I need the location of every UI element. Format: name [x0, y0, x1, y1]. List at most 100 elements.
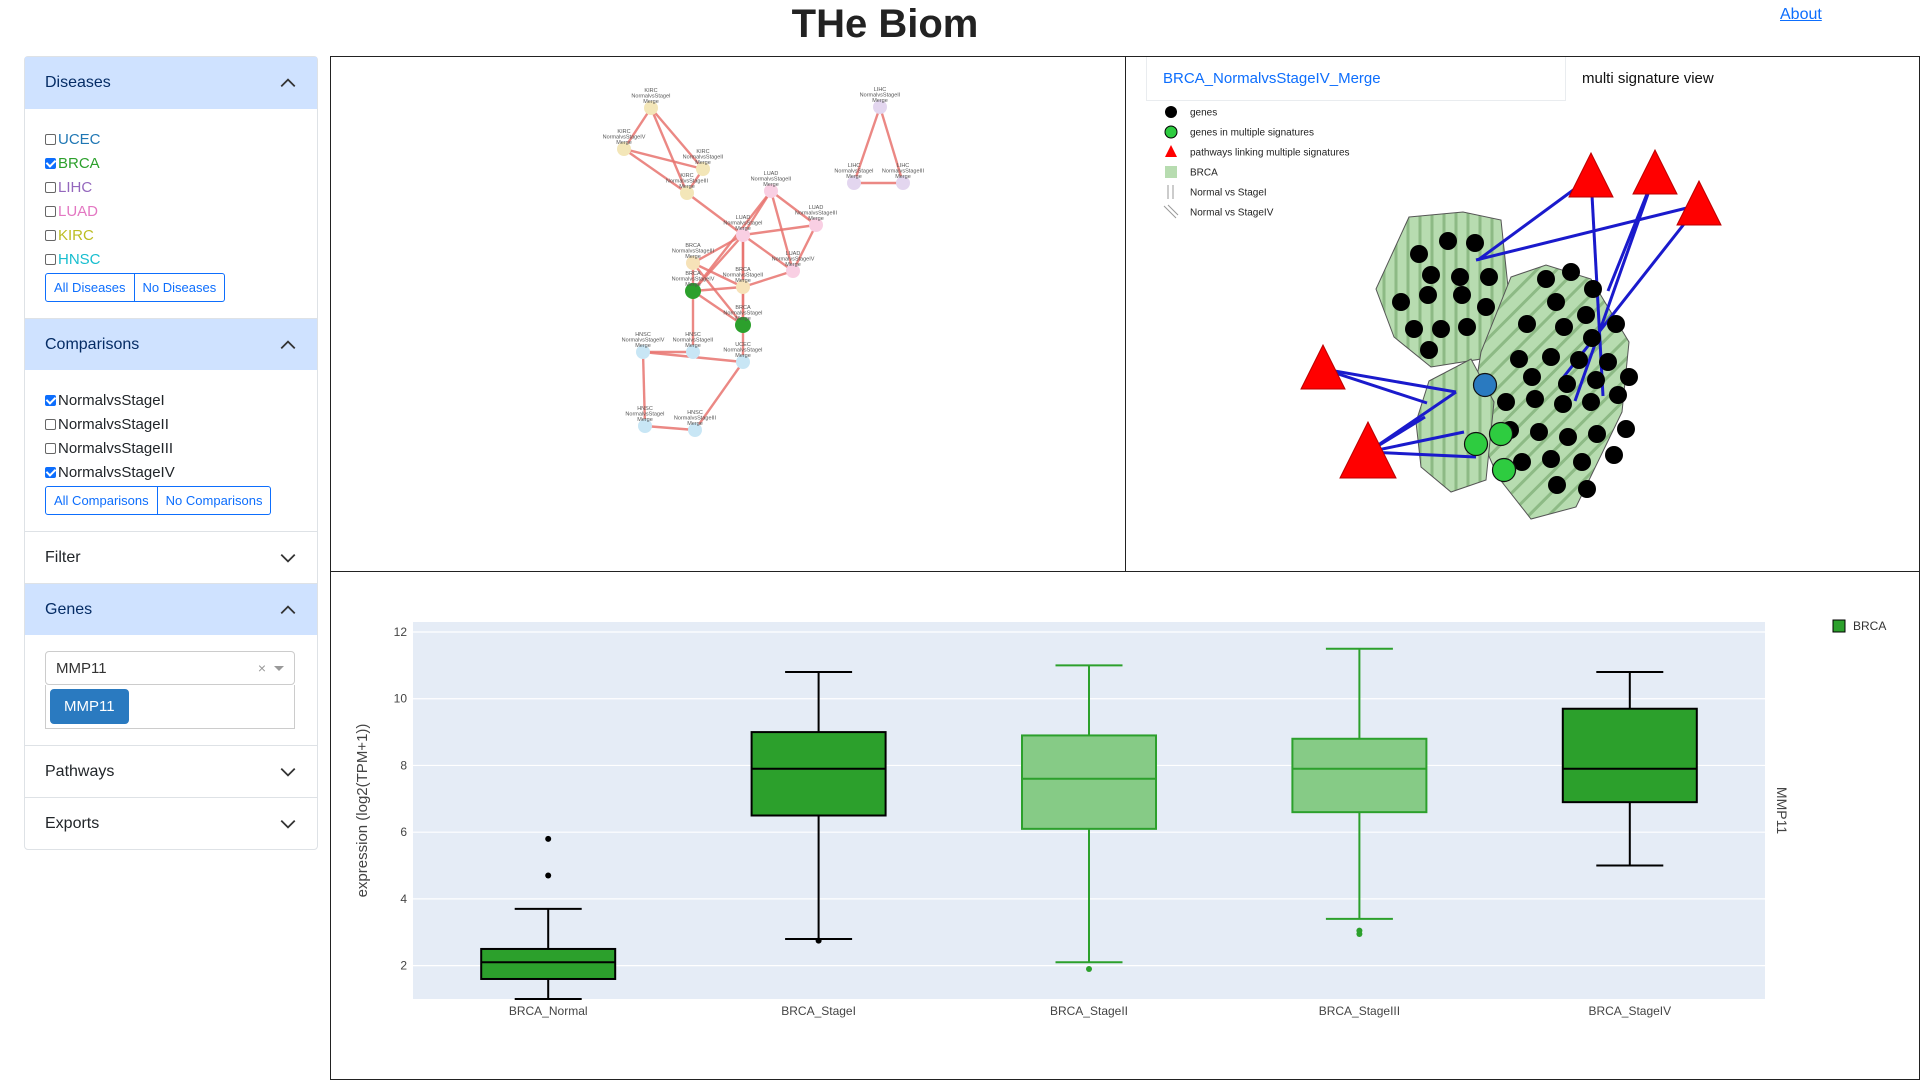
gene-node[interactable] — [1392, 293, 1410, 311]
gene-node[interactable] — [1405, 320, 1423, 338]
pathways-accordion-header[interactable]: Pathways — [25, 745, 317, 797]
network-node[interactable] — [636, 345, 650, 359]
gene-node[interactable] — [1562, 263, 1580, 281]
tab-multi-signature-view[interactable]: multi signature view — [1582, 70, 1714, 87]
pathway-node[interactable] — [1300, 343, 1346, 390]
comparison-normalvsstageiii[interactable]: NormalvsStageIII — [45, 436, 297, 460]
gene-node[interactable] — [1513, 453, 1531, 471]
gene-node[interactable] — [1497, 393, 1515, 411]
network-node[interactable] — [696, 162, 710, 176]
gene-node[interactable] — [1510, 350, 1528, 368]
comparison-normalvsstageii[interactable]: NormalvsStageII — [45, 412, 297, 436]
network-node[interactable] — [688, 423, 702, 437]
multi-signature-gene-node[interactable] — [1488, 421, 1514, 447]
disease-hnsc[interactable]: HNSC — [45, 247, 297, 271]
network-node[interactable] — [680, 186, 694, 200]
checkbox[interactable] — [45, 253, 56, 265]
all-diseases-button[interactable]: All Diseases — [45, 273, 135, 302]
expression-boxplot[interactable]: 2 4 6 8 10 12 expression (log2(TPM+1)) MMP11 BRC… — [331, 572, 1919, 1079]
checkbox[interactable] — [45, 418, 56, 430]
gene-node[interactable] — [1578, 480, 1596, 498]
multi-signature-gene-node[interactable] — [1491, 457, 1517, 483]
comparison-normalvsstageiv[interactable]: NormalvsStageIV — [45, 460, 297, 484]
multi-signature-gene-node[interactable] — [1463, 431, 1489, 457]
gene-node[interactable] — [1607, 315, 1625, 333]
about-link[interactable]: About — [1780, 6, 1822, 23]
network-node[interactable] — [685, 283, 701, 299]
gene-node[interactable] — [1458, 318, 1476, 336]
box-brca_stageii[interactable] — [1021, 664, 1157, 972]
gene-node[interactable] — [1620, 368, 1638, 386]
gene-node[interactable] — [1466, 234, 1484, 252]
network-node[interactable] — [638, 419, 652, 433]
gene-node[interactable] — [1451, 268, 1469, 286]
gene-node[interactable] — [1530, 423, 1548, 441]
gene-node[interactable] — [1453, 286, 1471, 304]
checkbox[interactable] — [45, 133, 56, 145]
pathway-node[interactable] — [1632, 148, 1678, 195]
disease-kirc[interactable]: KIRC — [45, 223, 297, 247]
network-node[interactable] — [896, 176, 910, 190]
gene-node[interactable] — [1420, 341, 1438, 359]
disease-lihc[interactable]: LIHC — [45, 175, 297, 199]
multi-signature-graph[interactable]: genes genes in multiple signatures pathway… — [1126, 57, 1919, 571]
checkbox[interactable] — [45, 157, 56, 169]
checkbox[interactable] — [45, 394, 56, 406]
gene-node[interactable] — [1583, 329, 1601, 347]
pathway-node[interactable] — [1339, 420, 1397, 479]
gene-node[interactable] — [1609, 386, 1627, 404]
genes-accordion-header[interactable]: Genes — [25, 583, 317, 635]
gene-node[interactable] — [1584, 280, 1602, 298]
tab-brca-normalvsstageiv[interactable]: BRCA_NormalvsStageIV_Merge — [1146, 57, 1566, 101]
checkbox[interactable] — [45, 442, 56, 454]
caret-down-icon[interactable] — [274, 665, 284, 671]
checkbox[interactable] — [45, 229, 56, 241]
no-comparisons-button[interactable]: No Comparisons — [157, 486, 272, 515]
gene-node[interactable] — [1477, 298, 1495, 316]
network-node[interactable] — [764, 184, 778, 198]
gene-node[interactable] — [1523, 368, 1541, 386]
signature-network-graph[interactable]: KIRCNormalvsStageIMergeKIRCNormalvsStage… — [331, 57, 1125, 571]
network-node[interactable] — [847, 176, 861, 190]
pathway-node[interactable] — [1568, 151, 1614, 198]
gene-node[interactable] — [1558, 375, 1576, 393]
gene-node[interactable] — [1548, 476, 1566, 494]
gene-node[interactable] — [1555, 318, 1573, 336]
box-brca_stageiii[interactable] — [1291, 647, 1428, 937]
gene-node[interactable] — [1573, 453, 1591, 471]
gene-select[interactable]: MMP11 × — [45, 651, 295, 685]
network-node[interactable] — [686, 345, 700, 359]
checkbox[interactable] — [45, 466, 56, 478]
filter-accordion-header[interactable]: Filter — [25, 531, 317, 583]
checkbox[interactable] — [45, 181, 56, 193]
gene-node[interactable] — [1422, 266, 1440, 284]
all-comparisons-button[interactable]: All Comparisons — [45, 486, 158, 515]
gene-node[interactable] — [1554, 395, 1572, 413]
gene-node[interactable] — [1588, 425, 1606, 443]
no-diseases-button[interactable]: No Diseases — [134, 273, 226, 302]
gene-node[interactable] — [1559, 428, 1577, 446]
diseases-accordion-header[interactable]: Diseases — [25, 57, 317, 109]
gene-node[interactable] — [1410, 245, 1428, 263]
disease-ucec[interactable]: UCEC — [45, 127, 297, 151]
gene-node[interactable] — [1617, 420, 1635, 438]
exports-accordion-header[interactable]: Exports — [25, 797, 317, 849]
gene-node[interactable] — [1542, 348, 1560, 366]
box-brca_stagei[interactable] — [750, 671, 887, 944]
gene-node[interactable] — [1587, 371, 1605, 389]
gene-option[interactable]: MMP11 — [50, 689, 129, 724]
gene-node[interactable] — [1599, 353, 1617, 371]
network-node[interactable] — [617, 142, 631, 156]
gene-node[interactable] — [1582, 393, 1600, 411]
gene-node[interactable] — [1570, 351, 1588, 369]
gene-node[interactable] — [1419, 286, 1437, 304]
selected-gene-node[interactable] — [1472, 372, 1498, 398]
pathway-node[interactable] — [1676, 179, 1722, 226]
box-brca_normal[interactable] — [480, 835, 617, 1000]
box-brca_stageiv[interactable] — [1561, 671, 1698, 867]
gene-node[interactable] — [1526, 390, 1544, 408]
network-node[interactable] — [644, 101, 658, 115]
network-node[interactable] — [736, 228, 750, 242]
checkbox[interactable] — [45, 205, 56, 217]
network-node[interactable] — [873, 100, 887, 114]
